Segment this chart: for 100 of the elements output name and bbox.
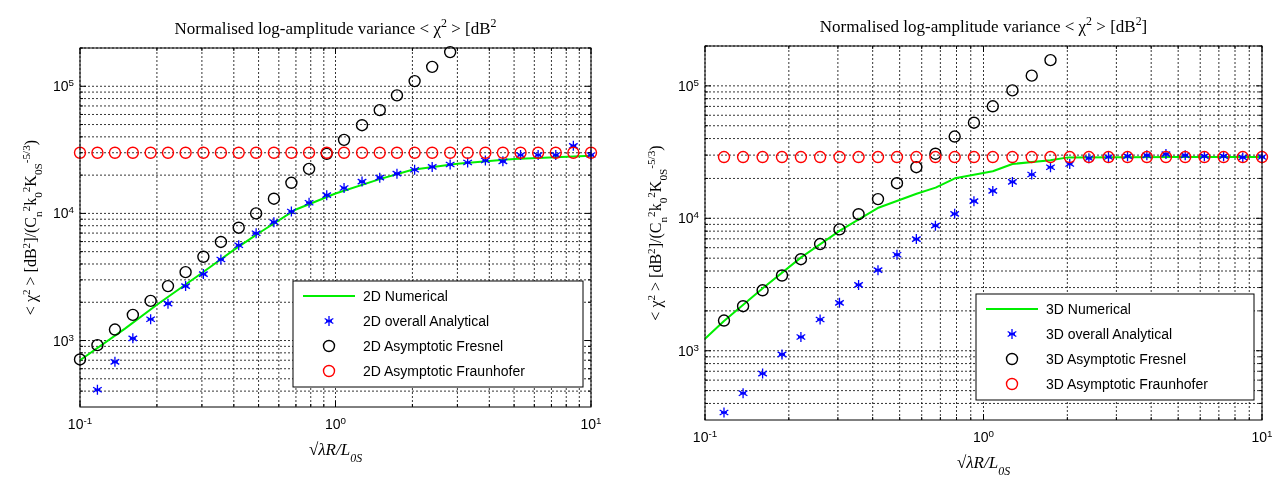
point xyxy=(1025,150,1038,164)
point xyxy=(775,150,789,164)
point xyxy=(108,146,122,159)
chart-title: Normalised log-amplitude variance < χ$^{2}$ > [dB$^{2}$ xyxy=(174,16,497,38)
point xyxy=(775,269,789,282)
point xyxy=(443,45,457,59)
point xyxy=(1044,150,1057,164)
point xyxy=(1025,69,1038,82)
point xyxy=(390,89,404,102)
legend-label: 3D Asymptotic Fraunhofer xyxy=(1046,376,1209,392)
point xyxy=(967,150,981,164)
point xyxy=(948,130,961,143)
point xyxy=(179,146,192,159)
point xyxy=(1063,150,1076,164)
point xyxy=(736,150,750,164)
point xyxy=(834,297,845,309)
point xyxy=(871,150,885,164)
point xyxy=(91,338,104,352)
point xyxy=(968,195,979,207)
legend-label: 3D Numerical xyxy=(1046,301,1131,317)
legend-label: 3D overall Analytical xyxy=(1046,326,1173,342)
point xyxy=(757,367,768,380)
y-tick-label: 10$^{3}$ xyxy=(52,331,75,349)
point xyxy=(408,146,421,159)
point xyxy=(214,146,228,159)
point xyxy=(949,208,960,220)
point xyxy=(852,208,865,221)
point xyxy=(1006,150,1019,164)
point xyxy=(987,185,998,197)
point xyxy=(355,146,369,159)
point xyxy=(443,146,457,159)
point xyxy=(179,265,192,279)
point xyxy=(337,146,351,159)
point xyxy=(891,249,902,261)
point xyxy=(285,146,298,159)
x-tick-label: 10$^{1}$ xyxy=(580,414,602,432)
point xyxy=(986,150,1000,164)
point xyxy=(815,313,826,326)
x-tick-label: 10$^{1}$ xyxy=(1251,427,1273,445)
point xyxy=(461,146,474,159)
point xyxy=(197,250,210,263)
point xyxy=(214,235,228,249)
point xyxy=(986,100,1000,113)
point xyxy=(1007,176,1018,188)
point xyxy=(373,103,386,117)
point xyxy=(813,237,827,251)
point xyxy=(249,146,263,159)
point xyxy=(425,60,439,74)
x-axis-title: √λR/L$_{0S}$ xyxy=(956,453,1011,478)
legend-label: 3D Asymptotic Fresnel xyxy=(1046,351,1187,367)
y-tick-label: 10$^{4}$ xyxy=(677,208,700,227)
point xyxy=(232,146,245,159)
point xyxy=(930,220,941,232)
point xyxy=(794,150,808,164)
x-tick-label: 10$^{0}$ xyxy=(972,427,995,445)
point xyxy=(355,119,369,132)
point xyxy=(267,192,281,205)
point xyxy=(873,264,883,276)
point xyxy=(1160,148,1171,160)
point xyxy=(496,146,510,159)
point xyxy=(91,146,104,159)
point xyxy=(1026,168,1037,181)
point xyxy=(910,160,923,174)
point xyxy=(108,323,122,336)
point xyxy=(126,146,140,159)
point xyxy=(756,284,769,297)
legend-label: 2D Asymptotic Fresnel xyxy=(363,338,504,354)
point xyxy=(302,146,316,159)
point xyxy=(567,146,580,159)
point xyxy=(144,294,157,308)
point xyxy=(929,150,942,164)
point xyxy=(794,253,808,266)
point xyxy=(73,146,87,159)
point xyxy=(890,177,904,190)
point xyxy=(871,192,885,206)
point xyxy=(813,150,827,164)
chart-title: Normalised log-amplitude variance < χ$^{2}$ > [dB$^{2}$] xyxy=(819,14,1148,36)
y-tick-label: 10$^{4}$ xyxy=(52,203,75,222)
point xyxy=(161,146,175,159)
point xyxy=(756,150,769,164)
point xyxy=(833,223,846,236)
point xyxy=(249,207,263,220)
point xyxy=(373,146,386,159)
point xyxy=(719,406,729,419)
point xyxy=(738,387,749,399)
point xyxy=(1064,158,1075,170)
point xyxy=(126,308,140,322)
point xyxy=(852,150,865,164)
point xyxy=(929,147,942,160)
legend-label: 2D Asymptotic Fraunhofer xyxy=(363,363,526,379)
legend-label: 2D Numerical xyxy=(363,288,448,304)
point xyxy=(479,146,492,159)
point xyxy=(161,279,175,293)
point xyxy=(197,146,210,159)
point xyxy=(408,74,421,88)
point xyxy=(1159,150,1173,164)
point xyxy=(1006,84,1019,97)
x-axis-title: √λR/L$_{0S}$ xyxy=(308,440,363,465)
point xyxy=(337,133,351,147)
y-tick-label: 10$^{5}$ xyxy=(677,76,700,94)
